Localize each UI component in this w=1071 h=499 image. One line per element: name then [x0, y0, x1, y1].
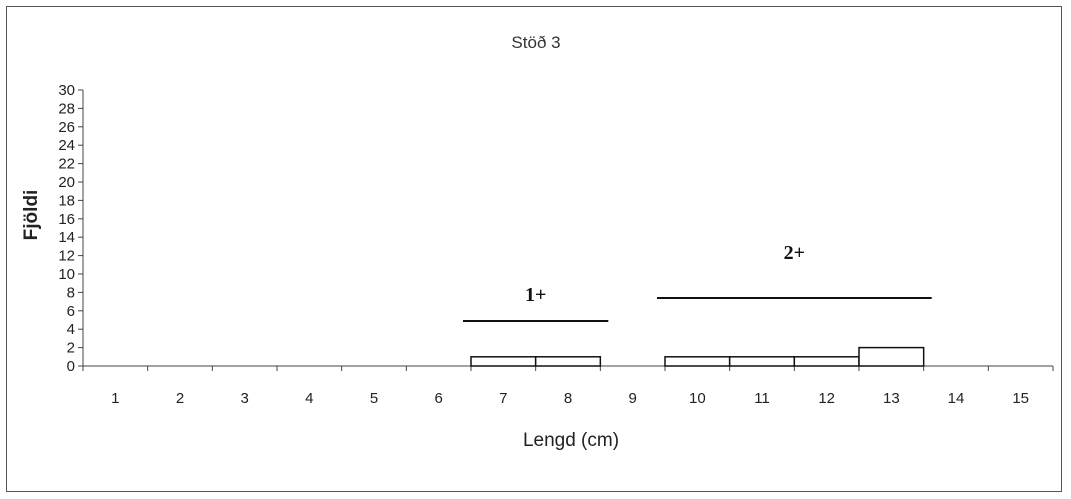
bar: [858, 346, 925, 367]
age-group-label: 2+: [784, 242, 805, 264]
x-tick-label: 2: [176, 390, 184, 407]
x-tick-label: 11: [754, 390, 770, 407]
x-tick-label: 3: [240, 390, 248, 407]
y-tick-label: 16: [58, 211, 75, 228]
y-tick-label: 0: [67, 358, 75, 375]
x-tick-label: 8: [564, 390, 572, 407]
x-tick-label: 6: [434, 390, 442, 407]
y-tick-label: 18: [58, 192, 75, 209]
bar: [664, 356, 731, 367]
y-tick-label: 30: [58, 82, 75, 99]
x-axis: 1 2 3 4 5 6 7 8 9 10 11 12 13 14 15: [82, 365, 1054, 407]
bars: [470, 346, 925, 367]
y-tick-label: 20: [58, 174, 75, 191]
y-axis-label: Fjöldi: [21, 190, 42, 241]
chart-title: Stöð 3: [511, 33, 560, 52]
y-tick-label: 2: [67, 340, 75, 357]
y-tick-label: 14: [58, 229, 75, 246]
x-tick-label: 9: [628, 390, 636, 407]
y-tick-label: 26: [58, 119, 75, 136]
y-tick-label: 12: [58, 248, 75, 265]
x-tick-label: 4: [305, 390, 313, 407]
x-tick-label: 7: [499, 390, 507, 407]
x-tick-label: 12: [818, 390, 835, 407]
bar: [470, 356, 537, 367]
y-tick-label: 24: [58, 137, 75, 154]
x-tick-label: 1: [111, 390, 119, 407]
bar: [793, 356, 860, 367]
age-group-annotations: 1+ 2+: [463, 242, 932, 322]
bar: [534, 356, 602, 367]
x-tick-label: 14: [948, 390, 965, 407]
x-tick-label: 5: [370, 390, 378, 407]
x-tick-label: 15: [1012, 390, 1029, 407]
age-group-label: 1+: [525, 284, 546, 306]
y-tick-label: 4: [67, 321, 75, 338]
bar: [728, 356, 796, 367]
y-tick-label: 6: [67, 303, 75, 320]
y-tick-label: 22: [58, 156, 75, 173]
y-tick-label: 28: [58, 100, 75, 117]
chart-frame: [6, 6, 1062, 492]
y-tick-label: 8: [67, 284, 75, 301]
y-tick-label: 10: [58, 266, 75, 283]
x-tick-label: 10: [689, 390, 706, 407]
x-tick-label: 13: [883, 390, 900, 407]
x-axis-label: Lengd (cm): [523, 430, 619, 451]
